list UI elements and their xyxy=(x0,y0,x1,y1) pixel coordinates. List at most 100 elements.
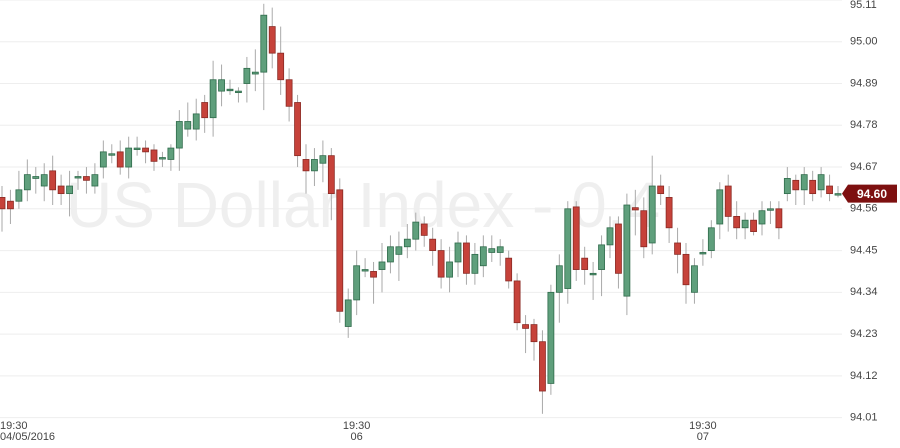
x-date-label: 07 xyxy=(697,431,709,443)
candle-body xyxy=(387,246,394,263)
candle-body xyxy=(125,147,133,168)
candle-body xyxy=(598,244,605,270)
candle-body xyxy=(522,324,529,329)
candle-body xyxy=(606,227,614,246)
candle-body xyxy=(826,185,833,195)
candle-body xyxy=(370,271,377,278)
candle-body xyxy=(792,179,800,191)
candle-body xyxy=(344,299,352,327)
candle-body xyxy=(201,102,209,119)
candle-body xyxy=(32,176,40,179)
candle-body xyxy=(49,170,57,191)
candle-body xyxy=(235,90,242,94)
candle-body xyxy=(665,197,673,229)
y-tick-label: 95.11 xyxy=(850,0,877,11)
candle-body xyxy=(57,185,65,195)
candle-body xyxy=(809,179,817,195)
candle-body xyxy=(167,147,175,160)
candle-body xyxy=(268,26,276,54)
candle-body xyxy=(192,113,200,130)
candle-body xyxy=(750,219,757,232)
candle-body xyxy=(530,324,538,343)
candle-body xyxy=(631,207,639,211)
watermark: US Dollar Index - 0.4 xyxy=(66,169,660,241)
candle-body xyxy=(209,79,217,119)
y-tick-label: 94.78 xyxy=(850,119,878,131)
candle-body xyxy=(488,248,496,253)
y-tick-label: 94.45 xyxy=(850,244,878,256)
candle-body xyxy=(733,215,741,229)
candle-body xyxy=(547,291,555,384)
candle-body xyxy=(758,210,766,225)
candle-body xyxy=(581,257,589,270)
candle-body xyxy=(302,159,310,172)
candle-body xyxy=(23,174,31,191)
x-date-label: 06 xyxy=(351,431,363,443)
candle-body xyxy=(454,242,462,263)
candle-body xyxy=(437,250,445,278)
y-tick-label: 94.56 xyxy=(850,203,878,215)
candle-body xyxy=(403,238,411,248)
candle-body xyxy=(783,178,791,195)
candle-body xyxy=(395,246,403,255)
x-tick-label: 19:30 xyxy=(689,420,717,432)
candle-body xyxy=(108,153,116,156)
candle-body xyxy=(775,208,783,229)
candle-body xyxy=(99,151,107,168)
candle-body xyxy=(142,147,149,153)
candle-body xyxy=(615,223,622,274)
candle-body xyxy=(133,147,141,150)
candle-body xyxy=(539,341,546,392)
candle-body xyxy=(817,174,825,191)
candle-body xyxy=(767,208,774,211)
candle-body xyxy=(91,174,99,187)
candle-body xyxy=(74,176,82,179)
candle-body xyxy=(294,102,301,157)
candle-body xyxy=(336,189,344,312)
candle-body xyxy=(691,265,698,293)
candle-body xyxy=(429,238,437,251)
candle-body xyxy=(707,227,715,251)
candle-body xyxy=(716,189,724,225)
candle-body xyxy=(513,280,521,324)
candle-body xyxy=(116,151,124,168)
candle-body xyxy=(479,246,487,267)
candle-body xyxy=(361,269,369,272)
candle-body xyxy=(319,155,327,164)
candle-body xyxy=(572,206,580,270)
y-tick-label: 94.34 xyxy=(850,286,878,298)
candle-body xyxy=(800,174,808,191)
candle-body xyxy=(243,67,251,84)
candle-body xyxy=(682,253,690,286)
y-tick-label: 94.67 xyxy=(850,161,878,173)
candle-body xyxy=(218,79,225,92)
candle-body xyxy=(66,185,73,195)
candle-body xyxy=(226,88,234,92)
candle-body xyxy=(420,223,428,236)
candle-body xyxy=(471,253,479,274)
candle-body xyxy=(175,121,183,149)
candle-body xyxy=(83,176,90,181)
candle-body xyxy=(277,52,285,81)
candle-body xyxy=(657,185,665,195)
x-date-label: 04/05/2016 xyxy=(0,431,55,443)
candle-body xyxy=(648,185,656,244)
candle-body xyxy=(564,208,572,289)
candle-body xyxy=(505,257,513,282)
candle-body xyxy=(496,246,504,253)
last-price-label: 94.60 xyxy=(857,187,887,201)
candle-body xyxy=(353,265,361,301)
candle-body xyxy=(7,200,14,210)
candle-body xyxy=(159,157,166,160)
candle-body xyxy=(184,121,192,130)
candle-body xyxy=(40,174,48,187)
candle-body xyxy=(446,261,453,278)
candle-body xyxy=(311,159,318,172)
candle-body xyxy=(834,193,842,196)
x-tick-label: 19:30 xyxy=(0,420,28,432)
candle-body xyxy=(724,185,732,217)
candle-body xyxy=(623,204,631,297)
candle-body xyxy=(150,149,158,162)
candle-body xyxy=(285,79,293,107)
